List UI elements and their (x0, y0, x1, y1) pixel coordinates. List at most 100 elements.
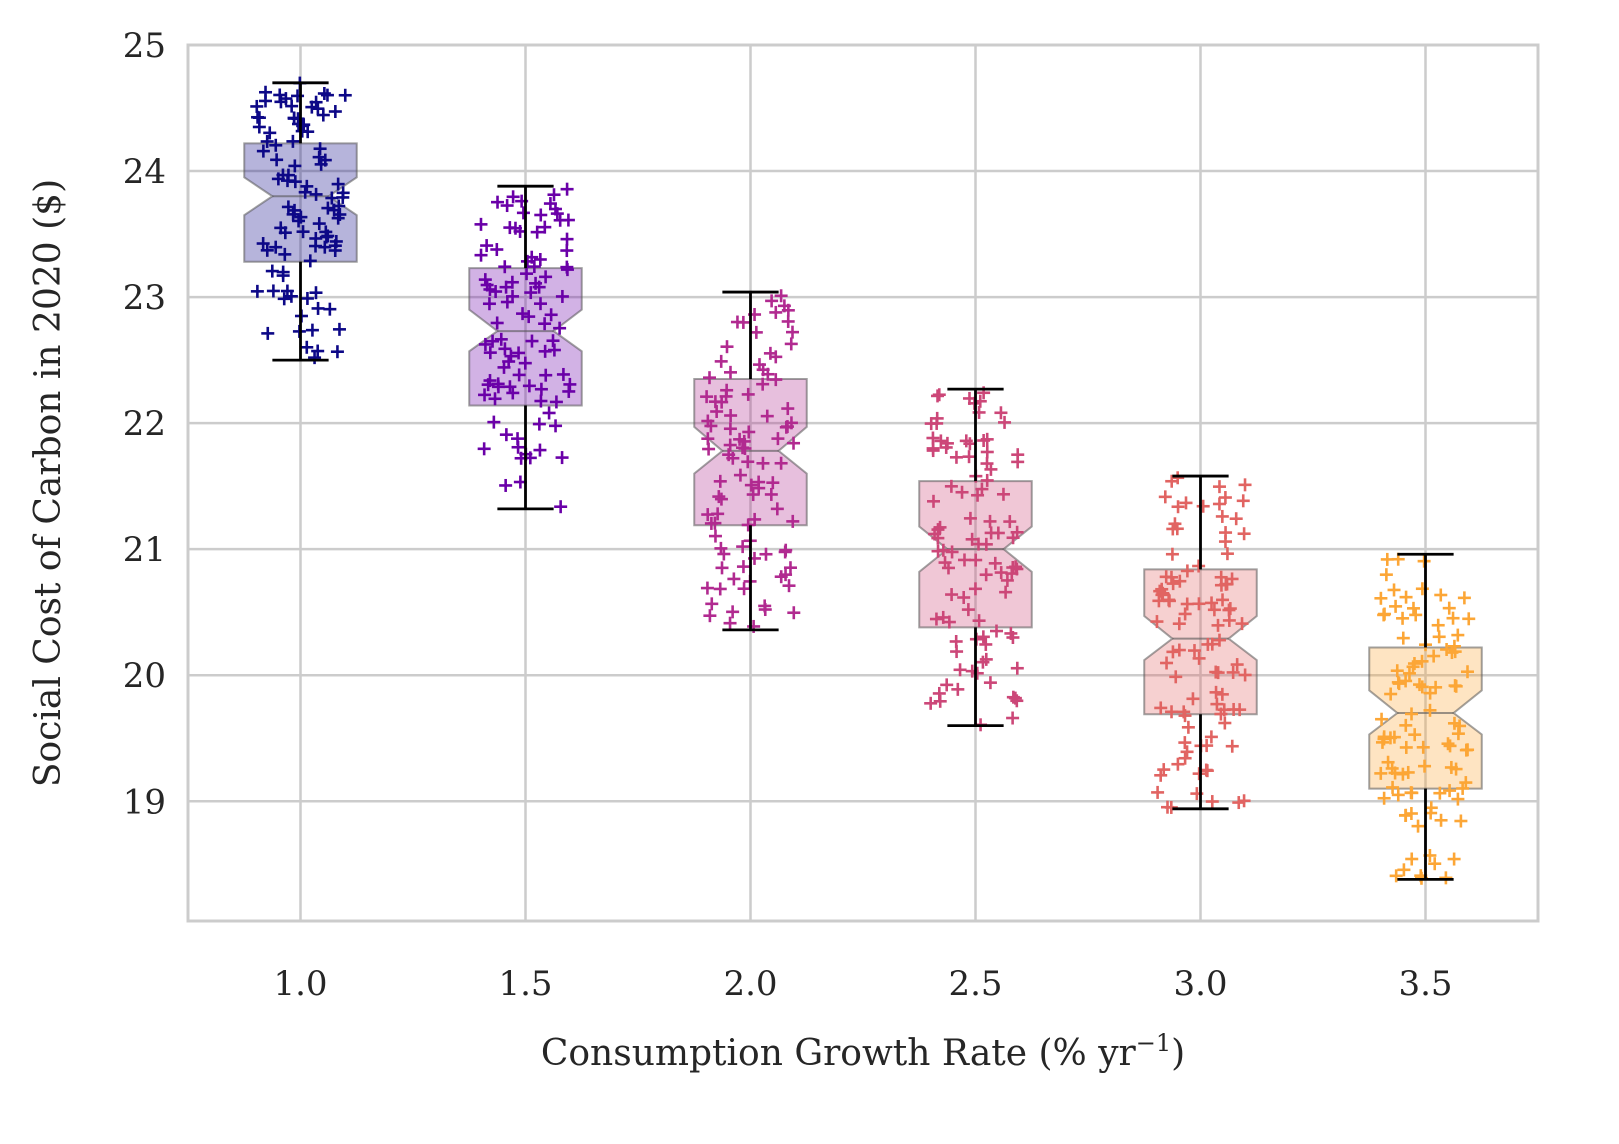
data-point (756, 377, 770, 391)
data-point (534, 394, 548, 408)
data-point (533, 297, 547, 311)
data-point (525, 250, 539, 264)
data-point (726, 451, 740, 465)
data-point (719, 389, 733, 403)
data-point (555, 451, 569, 465)
data-point (969, 553, 983, 567)
data-point (529, 276, 543, 290)
data-point (1374, 766, 1388, 780)
data-point (957, 591, 971, 605)
data-point (936, 610, 950, 624)
data-point (298, 185, 312, 199)
data-point (980, 432, 994, 446)
data-point (1441, 737, 1455, 751)
data-point (288, 203, 302, 217)
data-point (758, 599, 772, 613)
data-point (736, 540, 750, 554)
data-point (939, 440, 953, 454)
data-point (713, 474, 727, 488)
x-tick-label: 1.0 (273, 964, 327, 1004)
data-point (560, 244, 574, 258)
data-point (1415, 582, 1429, 596)
data-point (1229, 512, 1243, 526)
data-point (1392, 677, 1406, 691)
data-point (1446, 611, 1460, 625)
data-point (488, 392, 502, 406)
data-point (784, 337, 798, 351)
data-point (983, 514, 997, 528)
data-point (317, 87, 331, 101)
y-tick-labels: 19 20 21 22 23 24 25 (123, 26, 166, 822)
data-point (736, 560, 750, 574)
data-point (332, 322, 346, 336)
data-point (269, 240, 283, 254)
data-point (330, 345, 344, 359)
data-point (1387, 583, 1401, 597)
data-point (1150, 615, 1164, 629)
data-point (781, 303, 795, 317)
data-point (1379, 568, 1393, 582)
data-point (250, 284, 264, 298)
data-point (1218, 491, 1232, 505)
data-point (979, 652, 993, 666)
data-point (1416, 740, 1430, 754)
data-point (538, 317, 552, 331)
data-point (532, 417, 546, 431)
data-point (556, 367, 570, 381)
data-point (1408, 728, 1422, 742)
data-point (715, 561, 729, 575)
data-point (499, 478, 513, 492)
data-point (524, 286, 538, 300)
data-point (505, 275, 519, 289)
data-point (766, 476, 780, 490)
data-point (321, 201, 335, 215)
data-point (1210, 697, 1224, 711)
data-point (277, 292, 291, 306)
data-point (1215, 509, 1229, 523)
data-point (563, 377, 577, 391)
data-point (522, 310, 536, 324)
data-point (714, 492, 728, 506)
data-point (934, 434, 948, 448)
data-point (1402, 666, 1416, 680)
data-point (325, 191, 339, 205)
data-point (991, 526, 1005, 540)
data-point (980, 473, 994, 487)
box-body (468, 267, 583, 407)
data-point (1009, 560, 1023, 574)
data-point (1434, 813, 1448, 827)
data-point (1462, 612, 1476, 626)
data-point (1418, 759, 1432, 773)
data-point (1158, 490, 1172, 504)
data-point (764, 487, 778, 501)
data-point (292, 214, 306, 228)
data-point (953, 663, 967, 677)
data-point (926, 441, 940, 455)
data-point (319, 225, 333, 239)
data-point (309, 187, 323, 201)
data-point (1381, 755, 1395, 769)
data-point (713, 582, 727, 596)
data-point (1180, 597, 1194, 611)
data-point (1459, 743, 1473, 757)
box-group (243, 142, 1483, 790)
data-point (756, 456, 770, 470)
data-point (971, 488, 985, 502)
data-point (1196, 499, 1210, 513)
data-point (1413, 678, 1427, 692)
data-point (1166, 577, 1180, 591)
data-point (486, 334, 500, 348)
data-point (944, 479, 958, 493)
data-point (1233, 703, 1247, 717)
data-point (256, 144, 270, 158)
y-tick-label: 22 (123, 404, 166, 444)
data-point (1384, 687, 1398, 701)
data-point (1386, 780, 1400, 794)
data-point (968, 582, 982, 596)
data-point (1401, 765, 1415, 779)
data-point (1160, 656, 1174, 670)
data-point (712, 490, 726, 504)
data-point (1380, 552, 1394, 566)
data-point (498, 342, 512, 356)
data-point (534, 208, 548, 222)
